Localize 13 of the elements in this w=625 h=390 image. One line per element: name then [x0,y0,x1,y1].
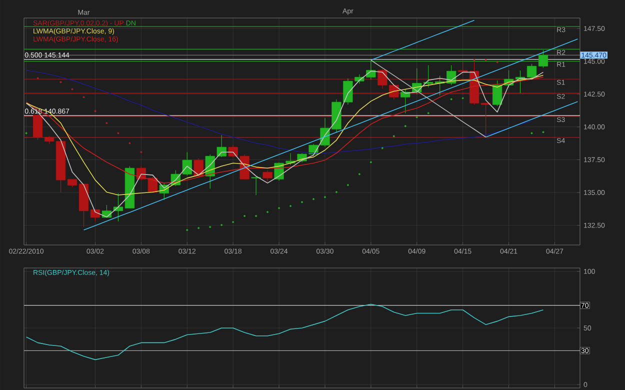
line-series [370,60,486,138]
candlestick [251,176,261,196]
candlestick [400,88,410,114]
candlestick [538,50,548,68]
candlestick [262,170,272,182]
candlestick [458,60,468,76]
candlestick [182,152,192,176]
candlestick [492,80,502,106]
candlestick [32,112,43,140]
candlestick [526,64,537,79]
candlestick [481,102,491,138]
line-series [26,70,544,218]
candlestick [113,192,123,222]
